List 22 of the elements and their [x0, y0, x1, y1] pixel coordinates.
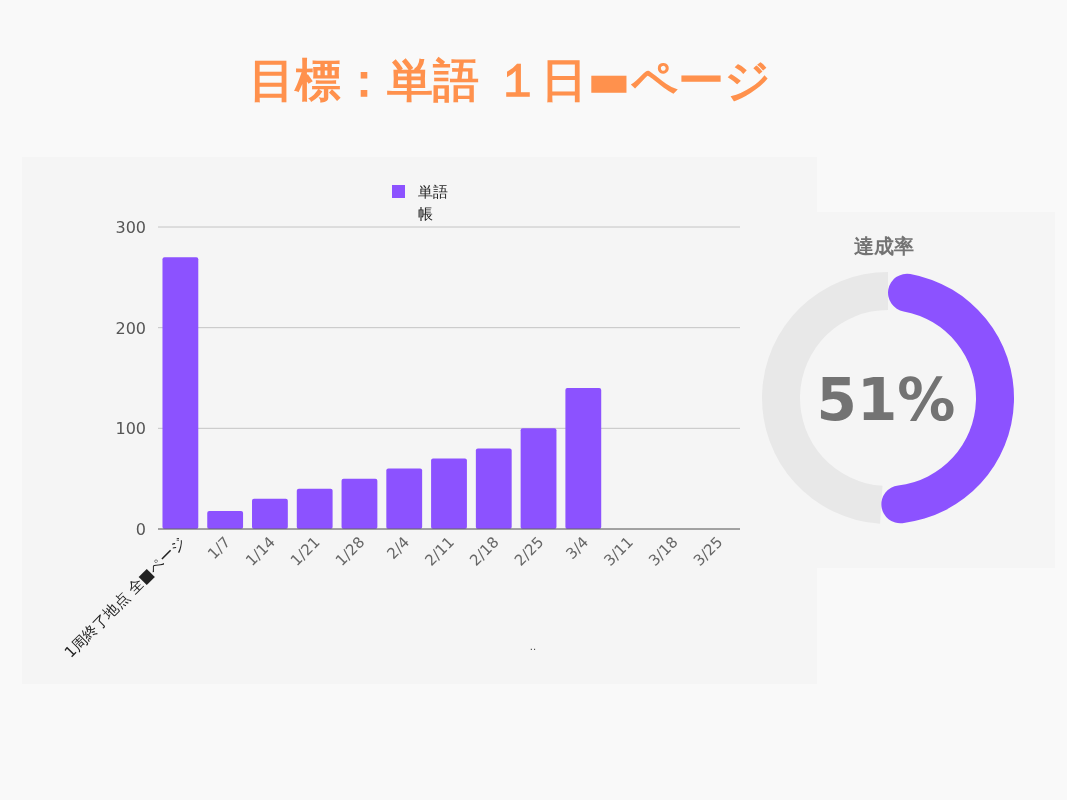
y-tick-label: 0 — [135, 520, 146, 539]
bar — [475, 448, 512, 529]
bar — [341, 478, 378, 529]
bar — [431, 458, 467, 529]
bar — [565, 388, 602, 529]
bar — [162, 257, 199, 529]
legend-label: 単語帳 — [418, 183, 448, 223]
text: 51% — [816, 366, 956, 434]
x-tick-label: 2/4 — [383, 533, 414, 563]
chart-title: 目標：単語 １日▬ページ — [249, 53, 771, 107]
x-tick-label: 3/4 — [562, 533, 593, 563]
x-tick-label: 1/7 — [204, 533, 234, 563]
y-tick-label: 200 — [115, 318, 146, 338]
bar — [386, 468, 423, 529]
x-axis-title: .. — [529, 641, 537, 652]
chart-title: 達成率 — [854, 234, 914, 258]
bar — [296, 488, 333, 529]
y-tick-label: 100 — [115, 419, 146, 439]
bar — [207, 510, 244, 529]
bar — [520, 428, 557, 529]
bar — [252, 498, 288, 529]
y-tick-label: 300 — [115, 218, 146, 237]
